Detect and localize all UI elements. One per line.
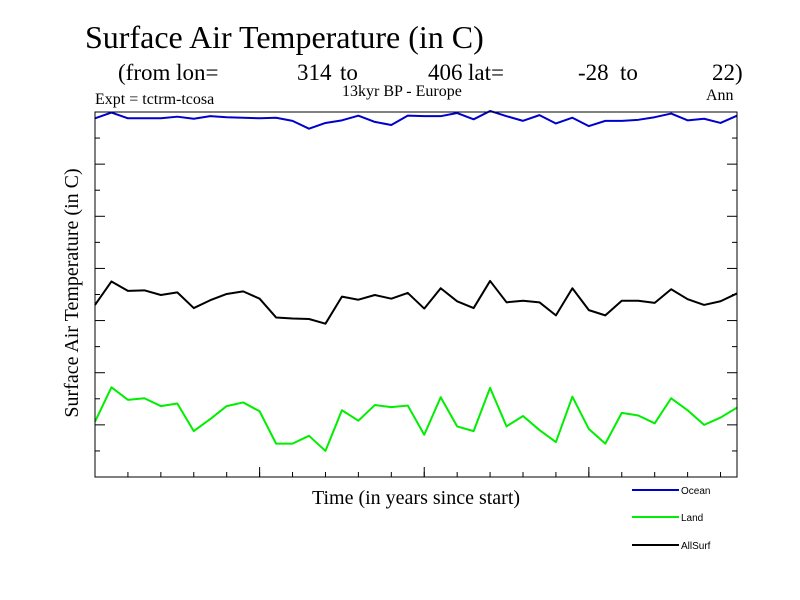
subtitle-lon-start: 314 bbox=[297, 60, 332, 85]
axis-ticks bbox=[94, 111, 738, 478]
chart-legend: Ocean Land AllSurf bbox=[632, 486, 711, 552]
subtitle-lat-end: 22) bbox=[712, 60, 743, 85]
chart-subtitle: (from lon= 314 to 406 lat= -28 to 22) bbox=[118, 60, 743, 85]
series-line-allsurf bbox=[94, 279, 738, 325]
y-axis-label: Surface Air Temperature (in C) bbox=[61, 168, 83, 417]
series-lines bbox=[94, 109, 738, 452]
series-line-land bbox=[94, 386, 738, 452]
subtitle-from-lon-label: (from lon= bbox=[118, 60, 218, 85]
subtitle-to-label-1: to bbox=[340, 60, 358, 85]
subtitle-lat-start: -28 bbox=[578, 60, 609, 85]
legend-label-land: Land bbox=[681, 513, 703, 524]
x-axis-label: Time (in years since start) bbox=[312, 487, 520, 509]
subtitle-lat-label: lat= bbox=[468, 60, 504, 85]
period-label: 13kyr BP - Europe bbox=[342, 83, 462, 100]
legend-label-ocean: Ocean bbox=[681, 486, 710, 497]
plot-frame bbox=[94, 111, 738, 478]
experiment-label: Expt = tctrm-tcosa bbox=[95, 91, 214, 108]
legend-label-allsurf: AllSurf bbox=[681, 541, 711, 552]
season-label: Ann bbox=[706, 87, 734, 104]
subtitle-to-label-2: to bbox=[620, 60, 638, 85]
chart-title: Surface Air Temperature (in C) bbox=[85, 19, 484, 55]
subtitle-lon-end: 406 bbox=[428, 60, 463, 85]
series-line-ocean bbox=[94, 109, 738, 130]
